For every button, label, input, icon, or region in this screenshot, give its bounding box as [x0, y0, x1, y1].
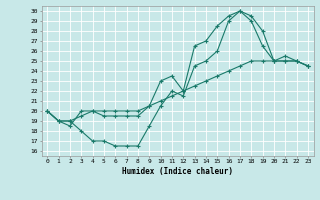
X-axis label: Humidex (Indice chaleur): Humidex (Indice chaleur)	[122, 167, 233, 176]
